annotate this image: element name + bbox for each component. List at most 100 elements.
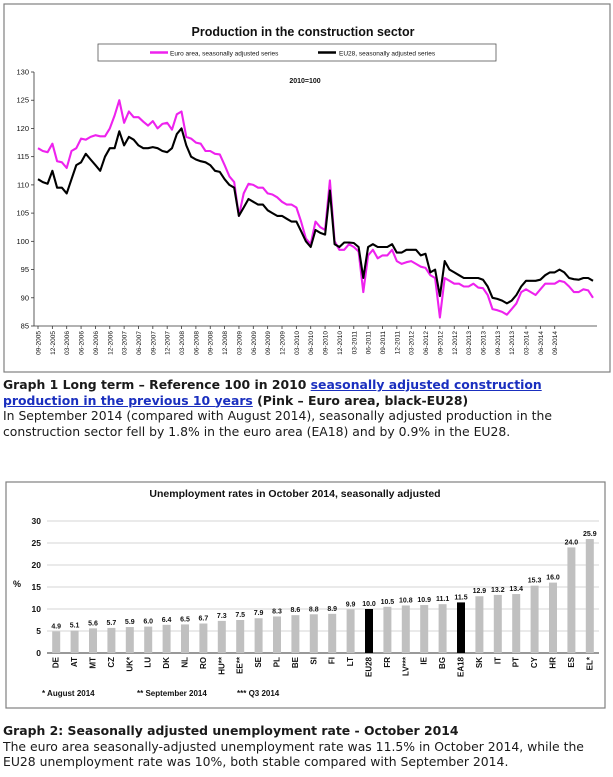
euro-area-series-line bbox=[37, 99, 594, 319]
chart1-x-tick-label: 12-2011 bbox=[394, 331, 401, 355]
chart1-x-tick-label: 09-2011 bbox=[380, 331, 387, 355]
bar-lu bbox=[144, 626, 153, 653]
chart1-x-tick-label: 09-2009 bbox=[265, 331, 272, 355]
bar-lv bbox=[401, 605, 410, 653]
category-label: NL bbox=[181, 657, 190, 668]
bar-it bbox=[493, 594, 502, 653]
legend-eu28-label: EU28, seasonally adjusted series bbox=[339, 51, 436, 58]
bar-si bbox=[309, 614, 318, 653]
bar-value-label: 6.4 bbox=[162, 617, 172, 624]
category-label: IE bbox=[420, 656, 429, 664]
chart1-x-tick-label: 09-2012 bbox=[437, 331, 444, 355]
category-label: EU28 bbox=[365, 656, 374, 677]
category-label: SE bbox=[254, 656, 263, 667]
category-label: HU** bbox=[217, 656, 226, 675]
caption1-link[interactable]: seasonally adjusted construction product… bbox=[3, 377, 542, 408]
category-label: SK bbox=[475, 657, 484, 668]
bar-value-label: 8.9 bbox=[327, 606, 337, 613]
category-label: LV*** bbox=[401, 656, 410, 676]
category-label: MT bbox=[89, 657, 98, 669]
category-label: ES bbox=[567, 656, 576, 667]
bar-value-label: 16.0 bbox=[546, 575, 560, 582]
bar-ea18 bbox=[457, 602, 465, 653]
bar-value-label: 15.3 bbox=[528, 578, 542, 585]
bar-eu28 bbox=[365, 609, 373, 653]
bar-value-label: 7.5 bbox=[235, 612, 245, 619]
bar-value-label: 11.5 bbox=[454, 594, 467, 601]
bar-ee bbox=[236, 620, 245, 653]
caption1-heading-tail: (Pink – Euro area, black-EU28) bbox=[252, 392, 469, 408]
bar-de bbox=[52, 631, 61, 653]
chart1-y-tick-label: 100 bbox=[16, 237, 29, 246]
bar-value-label: 25.9 bbox=[583, 531, 597, 538]
bar-value-label: 10.5 bbox=[381, 599, 395, 606]
category-label: BG bbox=[438, 657, 447, 669]
chart1-base-note: 2010=100 bbox=[289, 78, 320, 85]
chart2-bars: 4.9 DE 5.1 AT 5.6 MT 5.7 CZ 5.9 UK* 6.0 LU 6.4 DK 6.5 N… bbox=[51, 531, 596, 677]
chart1-x-tick-label: 03-2012 bbox=[409, 331, 416, 355]
chart2-y-label: % bbox=[13, 579, 21, 589]
bar-fr bbox=[383, 606, 392, 653]
chart2-title: Unemployment rates in October 2014, seas… bbox=[149, 488, 440, 500]
chart1-x-tick-label: 06-2013 bbox=[480, 331, 487, 355]
chart2-note-august: * August 2014 bbox=[42, 689, 95, 698]
bar-value-label: 10.9 bbox=[417, 597, 431, 604]
category-label: CZ bbox=[107, 657, 116, 668]
chart1-x-tick-label: 06-2014 bbox=[538, 331, 545, 355]
chart1-y-tick-label: 130 bbox=[16, 68, 29, 77]
category-label: LU bbox=[144, 657, 153, 668]
category-label: FI bbox=[328, 657, 337, 664]
bar-value-label: 7.9 bbox=[254, 610, 264, 617]
chart1-x-tick-label: 03-2006 bbox=[64, 331, 71, 355]
bar-es bbox=[567, 547, 576, 653]
category-label: SI bbox=[309, 657, 318, 665]
chart1-x-tick-label: 06-2006 bbox=[79, 331, 86, 355]
category-label: UK* bbox=[125, 656, 134, 672]
chart1-x-tick-label: 12-2010 bbox=[337, 331, 344, 355]
chart1-x-tick-label: 03-2008 bbox=[179, 331, 186, 355]
bar-el bbox=[585, 539, 594, 653]
eu28-series-line bbox=[37, 127, 594, 305]
bar-value-label: 5.1 bbox=[70, 623, 80, 630]
bar-value-label: 10.8 bbox=[399, 597, 413, 604]
chart1-x-tick-label: 12-2012 bbox=[452, 331, 459, 355]
chart1-x-tick-label: 09-2008 bbox=[208, 331, 215, 355]
caption2-body: The euro area seasonally-adjusted unempl… bbox=[3, 738, 584, 770]
bar-hr bbox=[549, 582, 557, 653]
chart2-y-tick-label: 10 bbox=[32, 604, 42, 614]
bar-value-label: 5.6 bbox=[88, 620, 98, 627]
chart1-legend-box bbox=[97, 43, 497, 62]
chart1-y-tick-label: 90 bbox=[21, 293, 29, 302]
chart2-grid: 30 25 20 15 10 5 0 bbox=[32, 516, 599, 658]
bar-cy bbox=[530, 585, 539, 653]
bar-value-label: 11.1 bbox=[436, 596, 449, 603]
bar-value-label: 8.3 bbox=[272, 608, 282, 615]
chart1-x-tick-label: 06-2009 bbox=[251, 331, 258, 355]
construction-production-chart: Production in the construction sector Eu… bbox=[3, 3, 611, 373]
chart1-x-axis: 09-2005 12-2005 03-2006 06-2006 09-2006 12-20… bbox=[34, 325, 597, 355]
bar-be bbox=[291, 615, 300, 653]
chart1-x-tick-label: 03-2009 bbox=[236, 331, 243, 355]
chart2-frame bbox=[5, 481, 606, 709]
chart1-x-tick-label: 09-2005 bbox=[36, 331, 43, 355]
chart1-x-tick-label: 03-2014 bbox=[524, 331, 531, 355]
legend-euro-area-label: Euro area, seasonally adjusted series bbox=[170, 51, 279, 58]
bar-bg bbox=[438, 604, 447, 653]
category-label: RO bbox=[199, 657, 208, 669]
category-label: IT bbox=[493, 657, 502, 664]
category-label: EL* bbox=[585, 656, 594, 670]
category-label: DK bbox=[162, 657, 171, 669]
category-label: PT bbox=[512, 657, 521, 667]
bar-nl bbox=[181, 624, 189, 653]
bar-pt bbox=[512, 594, 521, 653]
chart1-y-tick-label: 110 bbox=[17, 180, 29, 189]
bar-sk bbox=[475, 596, 484, 653]
bar-value-label: 6.5 bbox=[180, 616, 190, 623]
bar-dk bbox=[162, 624, 171, 653]
chart2-note-september: ** September 2014 bbox=[137, 689, 207, 698]
bar-value-label: 7.3 bbox=[217, 613, 227, 620]
chart1-x-tick-label: 03-2007 bbox=[122, 331, 129, 355]
chart1-x-tick-label: 09-2014 bbox=[552, 331, 559, 355]
chart1-x-tick-label: 12-2006 bbox=[107, 331, 114, 355]
chart2-y-tick-label: 15 bbox=[32, 582, 42, 592]
